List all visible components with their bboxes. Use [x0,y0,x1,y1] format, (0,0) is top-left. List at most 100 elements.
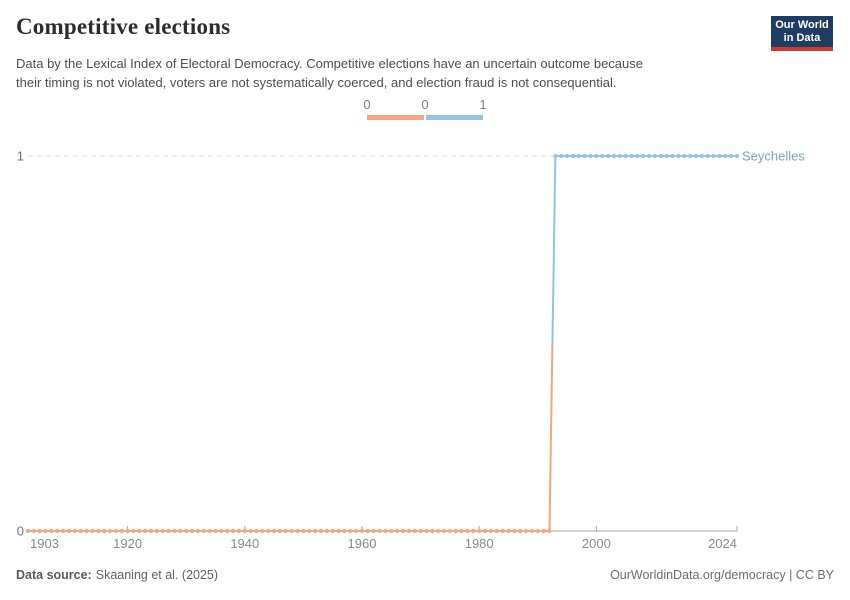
data-point [189,528,195,534]
data-point [600,153,605,159]
data-point [143,528,148,534]
data-point [213,528,218,534]
legend-swatch-0[interactable] [367,115,424,120]
data-point [453,528,458,534]
data-point [277,528,283,534]
data-point [441,528,447,534]
data-point [66,528,72,534]
data-point [647,153,652,159]
data-point [564,153,570,159]
data-point [430,528,435,534]
data-point [424,528,429,534]
data-point [55,528,60,534]
data-point [72,528,77,534]
data-point [113,528,118,534]
data-point [729,153,734,159]
data-point [248,528,253,534]
data-point [307,528,312,534]
data-point [336,528,341,534]
data-point [236,528,242,534]
series-line-segment [551,155,738,345]
data-point [137,528,142,534]
data-point [154,528,160,534]
data-point [207,528,212,534]
data-point [289,528,294,534]
data-point [78,528,83,534]
data-point [512,528,517,534]
data-point [559,153,564,159]
owid-logo-line1: Our World [775,19,829,31]
data-point [459,528,464,534]
data-point [676,153,681,159]
data-point [195,528,201,534]
data-point [705,153,710,159]
legend-tick-label: 0 [363,97,371,112]
legend-swatch-1[interactable] [426,115,483,120]
data-point [96,528,101,534]
data-point [266,528,271,534]
data-point [313,528,318,534]
page-title: Competitive elections [16,14,231,39]
data-point [354,528,359,534]
x-tick-label: 1960 [348,536,377,551]
data-point [348,528,353,534]
legend-tick-label: 1 [479,97,487,112]
data-point [131,528,136,534]
data-point [723,153,728,159]
data-point [43,528,48,534]
x-tick-label: 1903 [30,536,59,551]
data-point [699,153,704,159]
data-point [664,153,669,159]
data-source-label: Data source: [16,568,92,582]
data-point [119,528,124,534]
data-point [488,528,494,534]
data-point [260,528,265,534]
data-point [494,528,499,534]
chart-footer: Data source: Skaaning et al. (2025) OurWo… [16,568,834,582]
data-point [37,528,42,534]
data-point [31,528,36,534]
data-point [477,528,482,534]
data-point [295,528,300,534]
chart-subtitle-line1: Data by the Lexical Index of Electoral D… [16,56,643,71]
data-point [389,528,394,534]
x-tick-label: 1940 [230,536,259,551]
data-point [225,528,230,534]
data-point [25,528,31,534]
data-point [465,528,470,534]
data-point [535,528,540,534]
data-point [670,153,675,159]
data-point [166,528,171,534]
data-point [547,528,552,534]
data-point [617,153,622,159]
owid-credit-link[interactable]: OurWorldinData.org/democracy | CC BY [610,568,834,582]
data-point [641,153,646,159]
data-point [605,153,611,159]
data-point [84,528,89,534]
data-point [588,153,593,159]
data-point [383,528,388,534]
data-point [371,528,376,534]
chart-subtitle-line2: their timing is not violated, voters are… [16,75,617,90]
data-point [184,528,189,534]
owid-logo[interactable]: Our World in Data [771,16,833,51]
data-point [682,153,687,159]
data-point [365,528,370,534]
series-line-segment [27,342,554,532]
data-point [418,528,423,534]
data-source-text: Skaaning et al. (2025) [95,568,219,582]
data-point [447,528,452,534]
data-point [342,528,347,534]
data-point [90,528,95,534]
data-point [594,153,599,159]
data-point [652,153,658,159]
data-point [471,528,476,534]
data-point [436,528,441,534]
x-tick-label: 2024 [708,536,737,551]
color-legend: 0 0 1 [0,97,850,120]
data-point [576,153,581,159]
data-source: Data source: Skaaning et al. (2025) [16,568,218,582]
series-label: Seychelles [742,149,805,164]
